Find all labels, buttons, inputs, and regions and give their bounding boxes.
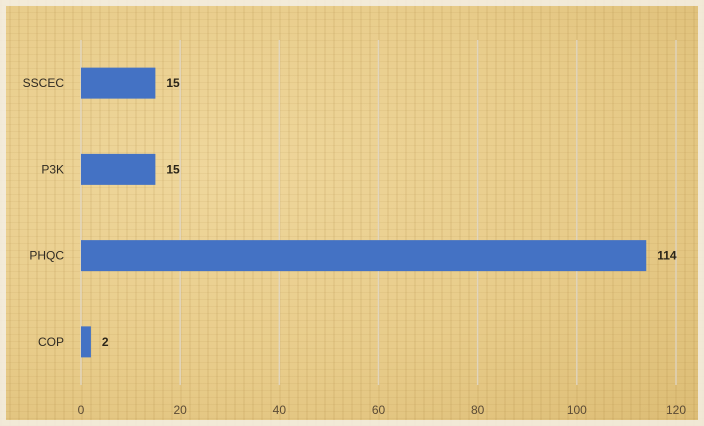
- bar: [81, 240, 647, 272]
- bars: [81, 67, 647, 358]
- x-axis-ticks: 0 20 40 60 80 100 120: [78, 403, 687, 417]
- data-label: 2: [102, 335, 109, 349]
- gridlines: [80, 40, 677, 385]
- category-label: P3K: [41, 162, 64, 176]
- x-tick-label: 100: [567, 403, 587, 417]
- data-label: 15: [166, 76, 180, 90]
- x-tick-label: 80: [471, 403, 485, 417]
- bar: [81, 67, 156, 99]
- category-label: COP: [38, 335, 64, 349]
- x-tick-label: 120: [666, 403, 686, 417]
- x-tick-label: 60: [372, 403, 386, 417]
- data-label: 114: [657, 249, 677, 263]
- data-label: 15: [166, 162, 180, 176]
- category-label: SSCEC: [23, 76, 65, 90]
- bar: [81, 153, 156, 185]
- data-labels: 15 15 114 2: [102, 76, 677, 349]
- y-axis-categories: SSCEC P3K PHQC COP: [23, 76, 65, 349]
- x-tick-label: 20: [173, 403, 187, 417]
- x-tick-label: 40: [273, 403, 287, 417]
- x-tick-label: 0: [78, 403, 85, 417]
- bar: [81, 326, 91, 358]
- category-label: PHQC: [29, 249, 64, 263]
